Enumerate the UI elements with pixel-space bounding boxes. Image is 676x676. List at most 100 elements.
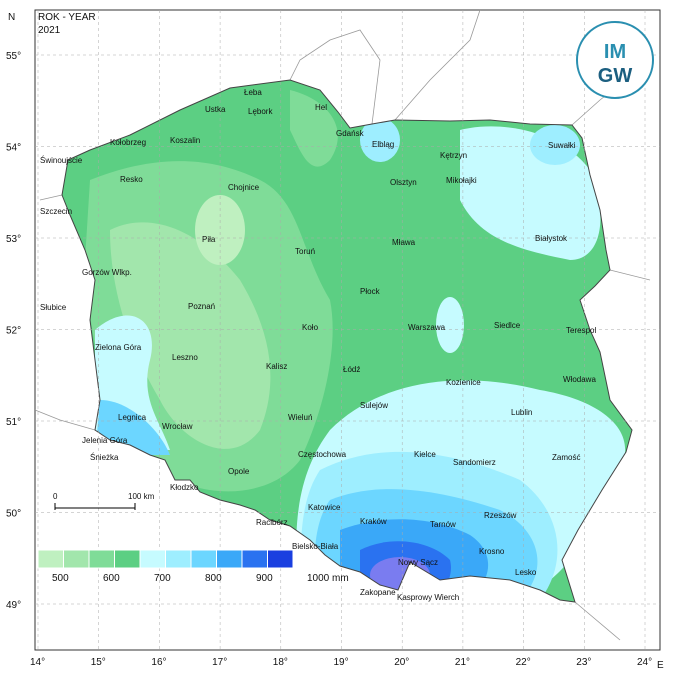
city-label: Krosno — [479, 547, 505, 556]
city-label: Bielsko-Biała — [292, 542, 339, 551]
longitude-label: 14° — [30, 657, 45, 668]
city-label: Kraków — [360, 517, 387, 526]
city-label: Wrocław — [162, 422, 193, 431]
legend-label: 600 — [103, 573, 120, 584]
city-label: Szczecin — [40, 207, 72, 216]
longitude-label: 19° — [334, 657, 349, 668]
city-label: Toruń — [295, 247, 315, 256]
city-label: Kętrzyn — [440, 151, 467, 160]
legend-swatch — [37, 549, 64, 569]
legend-swatch — [267, 549, 294, 569]
city-label: Terespol — [566, 326, 596, 335]
city-label: Ustka — [205, 105, 226, 114]
scale-label: 100 km — [128, 492, 155, 501]
city-label: Racibórz — [256, 518, 288, 527]
city-label: Białystok — [535, 234, 568, 243]
city-label: Słubice — [40, 303, 67, 312]
city-label: Gdańsk — [336, 129, 365, 138]
city-label: Olsztyn — [390, 178, 417, 187]
latitude-label: 49° — [6, 600, 21, 611]
longitude-label: 23° — [576, 657, 591, 668]
legend-swatch — [63, 549, 90, 569]
year: 2021 — [38, 25, 61, 36]
city-label: Legnica — [118, 413, 147, 422]
city-label: Jelenia Góra — [82, 436, 128, 445]
graticule — [35, 10, 660, 650]
scale-label: 0 — [53, 492, 58, 501]
city-label: Wieluń — [288, 413, 312, 422]
longitude-label: 21° — [455, 657, 470, 668]
longitude-label: 20° — [394, 657, 409, 668]
north-label: N — [8, 12, 15, 23]
city-label: Suwałki — [548, 141, 576, 150]
city-label: Kołobrzeg — [110, 138, 146, 147]
longitude-label: 15° — [91, 657, 106, 668]
city-label: Lublin — [511, 408, 532, 417]
city-label: Łódź — [343, 365, 360, 374]
city-label: Śnieżka — [90, 453, 119, 462]
latitude-label: 53° — [6, 234, 21, 245]
neighbors — [34, 9, 651, 641]
city-label: Resko — [120, 175, 143, 184]
city-label: Warszawa — [408, 323, 446, 332]
city-label: Elbląg — [372, 140, 394, 149]
latitude-label: 52° — [6, 326, 21, 337]
city-label: Zielona Góra — [95, 343, 142, 352]
east-label: E — [657, 660, 664, 671]
logo-text: IM — [604, 41, 626, 63]
city-label: Koło — [302, 323, 319, 332]
latitude-label: 50° — [6, 509, 21, 520]
title: ROK - YEAR — [38, 12, 96, 23]
city-label: Częstochowa — [298, 450, 347, 459]
longitude-label: 22° — [516, 657, 531, 668]
city-label: Rzeszów — [484, 511, 517, 520]
legend-label: 900 — [256, 573, 273, 584]
city-label: Kłodzko — [170, 483, 199, 492]
precipitation-field — [62, 80, 632, 602]
longitude-label: 24° — [637, 657, 652, 668]
city-label: Koszalin — [170, 136, 200, 145]
latitude-label: 54° — [6, 143, 21, 154]
city-label: Piła — [202, 235, 216, 244]
longitude-label: 17° — [212, 657, 227, 668]
longitude-label: 18° — [273, 657, 288, 668]
logo: IM GW — [576, 21, 654, 99]
legend: 500 600 700 800 900 1000 mm — [37, 549, 349, 584]
city-label: Kasprowy Wierch — [397, 593, 459, 602]
city-label: Mława — [392, 238, 416, 247]
legend-label: 1000 mm — [307, 573, 349, 584]
city-label: Sulejów — [360, 401, 388, 410]
city-label: Kielce — [414, 450, 436, 459]
city-label: Nowy Sącz — [398, 558, 438, 567]
legend-swatch — [114, 549, 141, 569]
legend-swatch — [241, 549, 268, 569]
city-label: Kalisz — [266, 362, 287, 371]
city-label: Świnoujście — [40, 156, 83, 165]
city-label: Hel — [315, 103, 327, 112]
city-label: Lębork — [248, 107, 273, 116]
city-label: Lesko — [515, 568, 537, 577]
latitude-label: 51° — [6, 417, 21, 428]
legend-label: 700 — [154, 573, 171, 584]
city-label: Poznań — [188, 302, 215, 311]
city-label: Sandomierz — [453, 458, 496, 467]
city-label: Tarnów — [430, 520, 456, 529]
city-label: Mikołajki — [446, 176, 477, 185]
city-label: Zamość — [552, 453, 580, 462]
legend-swatch — [216, 549, 243, 569]
legend-label: 800 — [205, 573, 222, 584]
city-label: Włodawa — [563, 375, 596, 384]
city-label: Siedlce — [494, 321, 521, 330]
legend-swatch — [88, 549, 115, 569]
city-label: Opole — [228, 467, 250, 476]
logo-text: GW — [598, 65, 633, 87]
legend-label: 500 — [52, 573, 69, 584]
legend-swatch — [139, 549, 166, 569]
longitude-label: 16° — [151, 657, 166, 668]
scale-bar: 0 100 km — [53, 492, 155, 510]
city-label: Kozienice — [446, 378, 481, 387]
city-label: Katowice — [308, 503, 341, 512]
legend-swatch — [165, 549, 192, 569]
city-label: Łeba — [244, 88, 262, 97]
